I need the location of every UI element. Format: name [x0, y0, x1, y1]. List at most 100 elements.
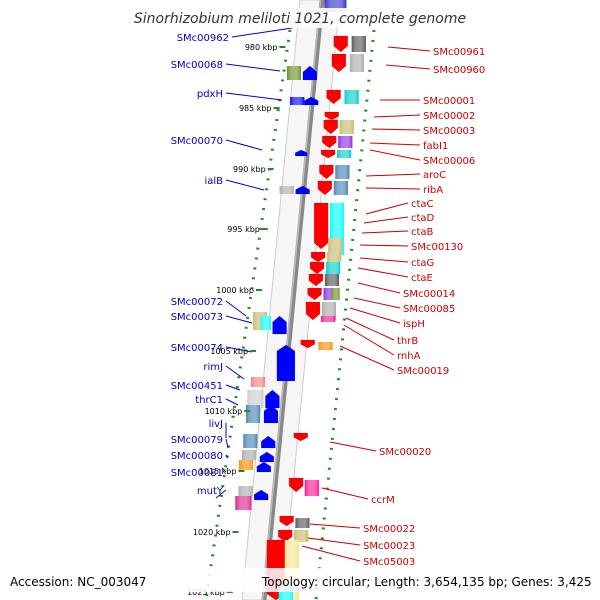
reverse-gene-feature — [351, 36, 366, 52]
leader-line — [357, 267, 409, 278]
tick-label: 980 kbp — [245, 43, 278, 52]
reverse-gene-label[interactable]: SMc00001 — [423, 96, 475, 107]
leader-line — [225, 365, 245, 380]
reverse-gene-feature — [321, 316, 336, 322]
forward-gene-feature — [303, 96, 319, 106]
forward-gene-labels: SMc00962 SMc00068 pdxH SMc00070 ialB SMc00072… — [171, 33, 229, 497]
leader-line — [349, 307, 401, 324]
forward-gene-feature — [251, 377, 266, 387]
reverse-gene-label[interactable]: SMc00130 — [411, 242, 463, 253]
leader-line — [329, 441, 377, 452]
reverse-gene-label[interactable]: rnhA — [397, 351, 421, 362]
reverse-gene-feature — [338, 136, 353, 148]
reverse-gene-feature — [294, 530, 309, 542]
forward-gene-label[interactable]: livJ — [209, 419, 223, 430]
reverse-gene-label[interactable]: SMc00085 — [403, 304, 455, 315]
forward-gene-feature — [253, 489, 269, 501]
forward-gene-feature — [263, 404, 279, 424]
reverse-gene-label[interactable]: ctaD — [411, 213, 435, 224]
forward-gene-label[interactable]: ialB — [204, 176, 223, 187]
reverse-gene-label[interactable]: SMc05003 — [363, 557, 415, 568]
reverse-gene-label[interactable]: SMc00020 — [379, 447, 431, 458]
reverse-gene-feature — [331, 53, 347, 73]
tick-labels: 980 kbp 985 kbp 990 kbp 995 kbp 1000 kbp 1005… — [187, 43, 286, 597]
leader-line — [385, 64, 431, 70]
reverse-gene-label[interactable]: thrB — [397, 336, 418, 347]
reverse-gene-label[interactable]: SMc00002 — [423, 111, 475, 122]
reverse-gene-label[interactable]: ccrM — [371, 495, 395, 506]
forward-gene-label[interactable]: SMc00074 — [171, 343, 223, 354]
leader-line — [365, 202, 409, 215]
reverse-gene-label[interactable]: SMc00022 — [363, 524, 415, 535]
topology-label: Topology: circular; Length: 3,654,135 bp… — [261, 575, 592, 589]
tick-label: 995 kbp — [227, 225, 260, 234]
leader-line — [363, 216, 409, 224]
reverse-gene-label[interactable]: SMc00961 — [433, 47, 485, 58]
forward-gene-label[interactable]: pdxH — [197, 89, 223, 100]
leader-line — [225, 384, 241, 391]
reverse-gene-feature — [319, 164, 334, 180]
forward-gene-label[interactable]: SMc00962 — [177, 33, 229, 44]
leader-line — [215, 489, 227, 499]
forward-gene-label[interactable]: mutY — [197, 486, 224, 497]
leader-line — [371, 128, 421, 131]
forward-gene-label[interactable]: SMc00073 — [171, 312, 223, 323]
reverse-gene-feature — [318, 342, 333, 350]
leader-line — [343, 324, 395, 356]
forward-gene-label[interactable]: SMc00081 — [171, 468, 223, 479]
forward-gene-label[interactable]: SMc00079 — [171, 435, 223, 446]
leader-line — [225, 315, 253, 324]
leader-line — [225, 438, 229, 449]
reverse-gene-label[interactable]: SMc00023 — [363, 541, 415, 552]
forward-gene-label[interactable]: SMc00451 — [171, 381, 223, 392]
forward-gene-label[interactable]: thrC1 — [195, 395, 223, 406]
forward-gene-feature — [276, 344, 296, 382]
reverse-gene-label[interactable]: ctaC — [411, 199, 434, 210]
forward-gene-feature — [256, 461, 272, 473]
reverse-gene-label[interactable]: ctaG — [411, 258, 434, 269]
reverse-gene-label[interactable]: SMc00003 — [423, 126, 475, 137]
leader-line — [231, 27, 293, 38]
reverse-gene-label[interactable]: SMc00006 — [423, 156, 475, 167]
leader-line — [369, 149, 421, 161]
reverse-gene-label[interactable]: SMc00014 — [403, 289, 455, 300]
leader-line — [225, 63, 281, 72]
forward-gene-feature — [235, 496, 252, 510]
reverse-gene-feature — [327, 252, 342, 262]
forward-gene-feature — [243, 434, 258, 448]
tick-label: 1020 kbp — [193, 528, 231, 537]
reverse-gene-feature — [313, 202, 329, 250]
forward-gene-feature — [286, 66, 301, 80]
reverse-gene-feature — [310, 251, 326, 263]
leader-line — [359, 257, 409, 263]
reverse-gene-feature — [333, 35, 348, 53]
reverse-gene-label[interactable]: SMc00960 — [433, 65, 485, 76]
reverse-gene-label[interactable]: ctaE — [411, 273, 433, 284]
forward-gene-label[interactable]: SMc00070 — [171, 136, 223, 147]
leader-line — [321, 487, 369, 500]
forward-gene-label[interactable]: SMc00068 — [171, 60, 223, 71]
map-title: Sinorhizobium meliloti 1021, complete ge… — [134, 11, 466, 27]
accession-label: Accession: NC_003047 — [10, 575, 146, 589]
reverse-gene-label[interactable]: SMc00019 — [397, 366, 449, 377]
reverse-gene-label[interactable]: ispH — [403, 319, 425, 330]
forward-gene-label[interactable]: rimJ — [203, 362, 223, 373]
leader-line — [345, 317, 395, 341]
leader-line — [359, 244, 409, 247]
tick-track-left — [204, 29, 292, 600]
forward-gene-feature — [294, 149, 308, 157]
leader-line — [225, 346, 253, 353]
reverse-gene-feature — [324, 274, 339, 286]
leader-line — [357, 282, 401, 294]
reverse-gene-label[interactable]: aroC — [423, 170, 446, 181]
forward-gene-label[interactable]: SMc00080 — [171, 451, 223, 462]
forward-gene-label[interactable]: SMc00072 — [171, 297, 223, 308]
reverse-gene-label[interactable]: fabI1 — [423, 141, 448, 152]
reverse-gene-label[interactable]: ribA — [423, 185, 443, 196]
forward-gene-feature — [247, 390, 264, 408]
forward-gene-feature — [260, 316, 271, 330]
reverse-gene-feature — [293, 432, 309, 442]
leader-line — [339, 345, 395, 371]
reverse-gene-feature — [335, 165, 350, 179]
reverse-gene-label[interactable]: ctaB — [411, 227, 434, 238]
